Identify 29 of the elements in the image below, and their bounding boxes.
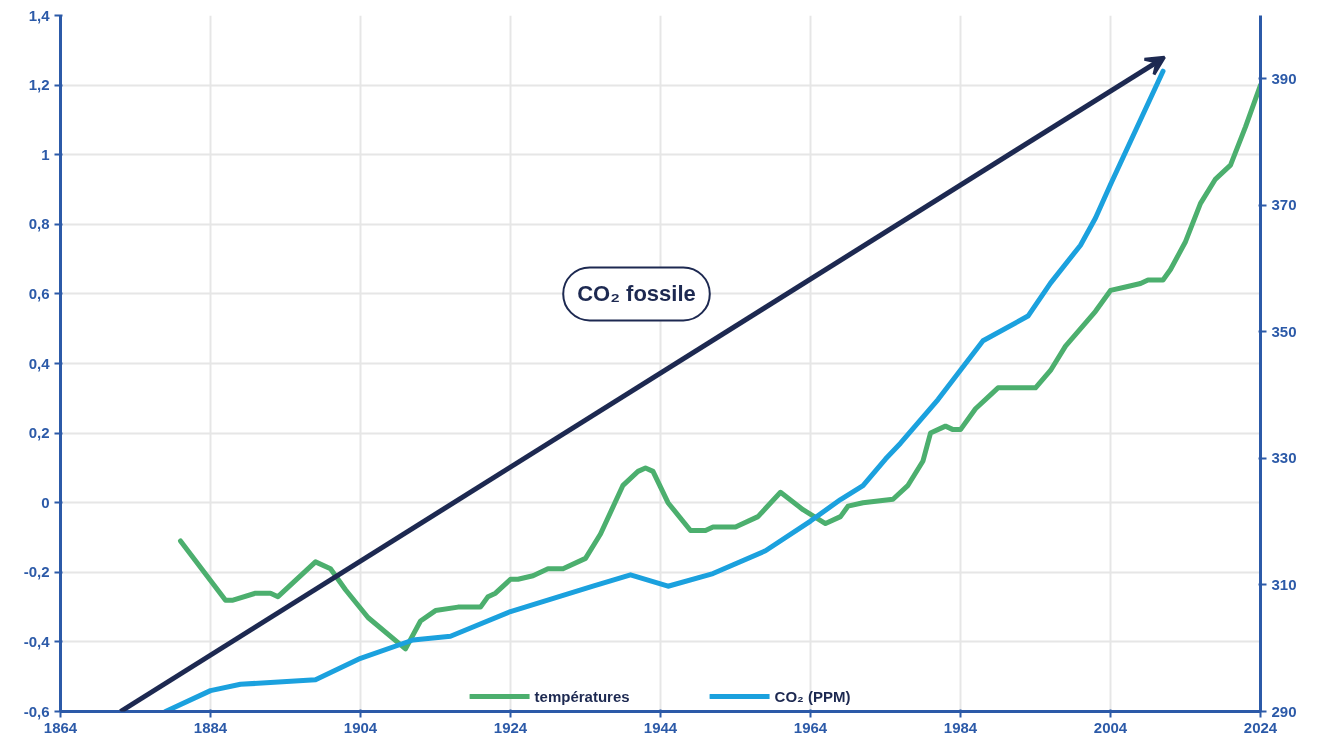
y-tick-label: -0,2 [23, 563, 50, 581]
y-tick-label: -0,6 [23, 702, 50, 720]
y2-tick-label: 310 [1271, 575, 1297, 593]
x-tick-label: 1864 [43, 718, 78, 736]
annotation: CO₂ fossile [577, 281, 696, 307]
x-tick-label: 1924 [493, 718, 528, 736]
x-tick-label: 2004 [1093, 718, 1128, 736]
y-tick-label: 0 [41, 493, 50, 511]
x-tick-label: 1964 [793, 718, 828, 736]
y-tick-label: 0,6 [28, 284, 50, 302]
y-tick-label: -0,4 [23, 632, 51, 650]
x-tick-label: 1944 [643, 718, 678, 736]
x-tick-label: 2024 [1243, 718, 1278, 736]
y-tick-label: 1,2 [28, 76, 50, 94]
legend-label: CO₂ (PPM) [774, 687, 851, 705]
x-tick-label: 1984 [943, 718, 978, 736]
y-tick-label: 0,4 [28, 354, 51, 372]
y2-tick-label: 370 [1271, 196, 1297, 214]
y2-tick-label: 390 [1271, 69, 1297, 87]
y2-tick-label: 330 [1271, 449, 1297, 467]
x-tick-label: 1904 [343, 718, 378, 736]
y2-tick-label: 290 [1271, 702, 1297, 720]
y-tick-label: 0,2 [28, 424, 50, 442]
y-tick-label: 1 [41, 145, 50, 163]
legend-label: températures [534, 687, 630, 705]
y-tick-label: 0,8 [28, 215, 50, 233]
y2-tick-label: 350 [1271, 322, 1297, 340]
y-tick-label: 1,4 [28, 6, 51, 24]
x-tick-label: 1884 [193, 718, 228, 736]
